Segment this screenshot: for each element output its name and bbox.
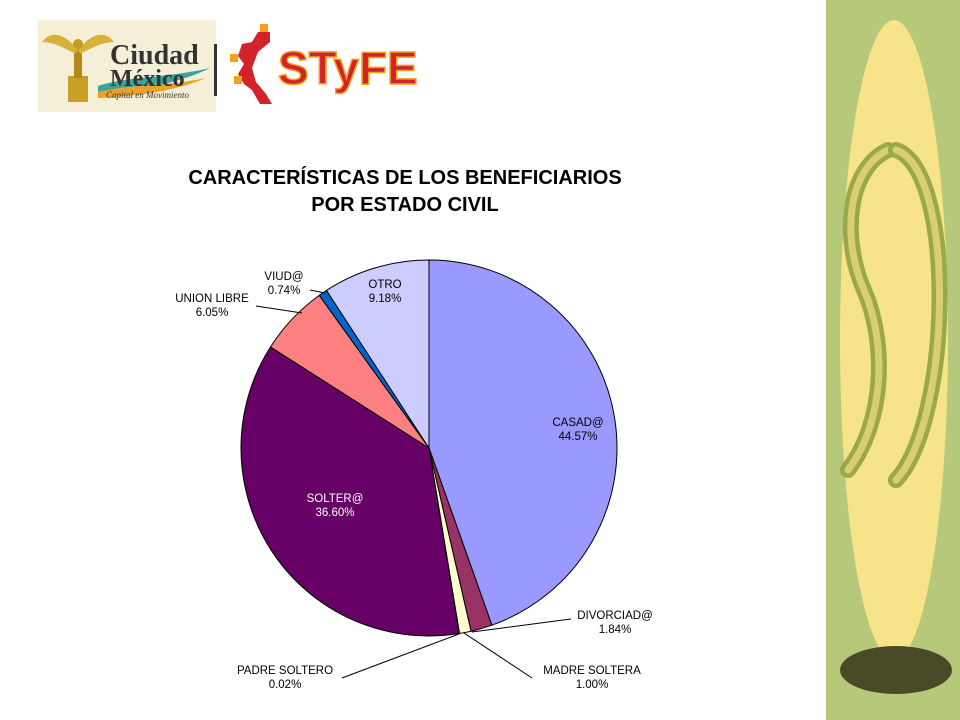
logo-styfe-text: STyFE xyxy=(278,42,418,94)
slice-name-union-libre: UNION LIBRE xyxy=(175,293,249,305)
gear-icon xyxy=(230,24,272,104)
logo-city-tagline: Capital en Movimiento xyxy=(106,90,189,100)
slice-value-solter: 36.60% xyxy=(315,507,354,519)
logo-divider xyxy=(214,44,217,96)
slice-name-divorciad: DIVORCIAD@ xyxy=(577,610,653,622)
logo-city-line2: México xyxy=(110,66,185,92)
orange-swoosh-icon xyxy=(98,78,206,98)
pie-slice-casad xyxy=(428,259,618,626)
slice-name-padre-soltero: PADRE SOLTERO xyxy=(237,665,333,677)
pie-slices xyxy=(240,259,618,637)
slice-label-divorciad: DIVORCIAD@ 1.84% xyxy=(577,610,653,636)
slice-value-padre-soltero: 0.02% xyxy=(269,679,302,691)
pie-chart: CASAD@ 44.57% DIVORCIAD@ 1.84% MADRE SOLTERA… xyxy=(175,259,653,691)
slice-value-madre-soltera: 1.00% xyxy=(576,679,609,691)
slice-name-otro: OTRO xyxy=(368,279,401,291)
sd-monogram-icon xyxy=(840,142,948,488)
leader-line-madre-soltera xyxy=(463,632,533,679)
slice-name-casad: CASAD@ xyxy=(552,417,603,429)
slice-name-viud: VIUD@ xyxy=(264,271,303,283)
side-panel-shadow xyxy=(840,646,952,694)
leader-line-union-libre xyxy=(255,305,303,314)
side-decoration xyxy=(826,0,960,720)
leader-line-viud xyxy=(309,289,326,294)
slice-name-solter: SOLTER@ xyxy=(307,493,364,505)
slice-value-otro: 9.18% xyxy=(369,293,402,305)
slice-value-viud: 0.74% xyxy=(268,285,301,297)
chart-title-line1: CARACTERÍSTICAS DE LOS BENEFICIARIOS xyxy=(188,167,622,189)
slice-value-casad: 44.57% xyxy=(558,431,597,443)
logo-city-line1: Ciudad xyxy=(110,40,199,71)
slice-label-otro: OTRO 9.18% xyxy=(368,279,401,305)
header-logos: Ciudad México Capital en Movimiento STyF… xyxy=(38,20,418,112)
leader-line-padre-soltero xyxy=(341,633,460,679)
slice-label-viud: VIUD@ 0.74% xyxy=(264,271,303,297)
slice-label-madre-soltera: MADRE SOLTERA 1.00% xyxy=(543,665,641,691)
slice-value-divorciad: 1.84% xyxy=(599,624,632,636)
ciudad-mexico-logo: Ciudad México Capital en Movimiento xyxy=(38,20,216,112)
styfe-logo: STyFE xyxy=(230,24,418,104)
angel-statue-icon xyxy=(42,34,114,102)
slice-label-solter: SOLTER@ 36.60% xyxy=(307,493,364,519)
chart-title-line2: POR ESTADO CIVIL xyxy=(311,194,499,216)
pie-slice-solter xyxy=(240,346,460,637)
chart-title: CARACTERÍSTICAS DE LOS BENEFICIARIOS POR… xyxy=(100,165,710,219)
slice-label-union-libre: UNION LIBRE 6.05% xyxy=(175,293,249,319)
pie-slice-otro xyxy=(325,259,430,450)
slice-name-madre-soltera: MADRE SOLTERA xyxy=(543,665,641,677)
slice-label-padre-soltero: PADRE SOLTERO 0.02% xyxy=(237,665,333,691)
leader-line-divorciad xyxy=(471,618,572,633)
slice-value-union-libre: 6.05% xyxy=(196,307,229,319)
slice-label-casad: CASAD@ 44.57% xyxy=(552,417,603,443)
